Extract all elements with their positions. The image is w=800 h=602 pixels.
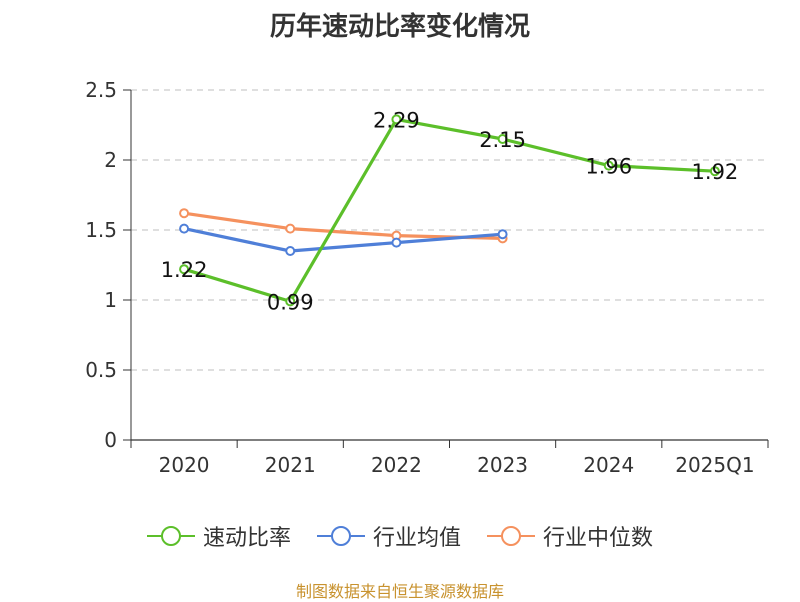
legend-item-industry-median[interactable]: 行业中位数: [487, 520, 653, 552]
y-tick-label: 2: [104, 148, 117, 172]
grid-lines: [131, 89, 768, 371]
data-point: [285, 223, 296, 234]
legend-swatch-quick-ratio: [146, 526, 195, 546]
data-point: [179, 223, 190, 234]
data-point: [391, 114, 402, 125]
x-tick-label: 2021: [265, 453, 316, 477]
y-tick-label: 1.5: [85, 218, 117, 242]
series-line: [183, 211, 503, 240]
data-point: [603, 160, 614, 171]
legend-swatch-industry-mean: [316, 526, 365, 546]
legend-label-industry-median: 行业中位数: [543, 526, 654, 551]
legend-label-industry-mean: 行业均值: [372, 526, 461, 551]
y-tick-label: 1: [104, 288, 117, 312]
series-line: [183, 227, 503, 253]
data-label: 1.22: [161, 258, 208, 282]
data-point: [285, 246, 296, 256]
x-tick-label: 2025Q1: [675, 453, 754, 477]
data-point: [497, 134, 508, 144]
x-tick-label: 2020: [159, 453, 210, 477]
legend-item-quick-ratio[interactable]: 速动比率: [146, 520, 291, 552]
data-point: [179, 208, 190, 219]
legend-item-industry-mean[interactable]: 行业均值: [316, 520, 461, 552]
data-point: [179, 264, 190, 275]
data-label: 0.99: [267, 290, 314, 314]
x-tick-label: 2024: [583, 453, 634, 477]
data-point: [285, 296, 296, 307]
x-tick-label: 2022: [371, 453, 422, 477]
legend-swatch-industry-median: [487, 526, 535, 546]
data-point: [391, 237, 402, 248]
chart-title: 历年速动比率变化情况: [269, 12, 530, 42]
data-label: 2.29: [373, 108, 420, 132]
data-point: [709, 166, 720, 177]
data-label: 1.92: [692, 160, 739, 184]
series-line: [183, 117, 716, 303]
source-note: 制图数据来自恒生聚源数据库: [295, 582, 504, 601]
data-labels: 1.22 0.99 2.29 2.15 1.96 1.92: [161, 108, 739, 314]
y-tick-label: 0.5: [85, 358, 117, 382]
y-tick-label: 0: [104, 428, 117, 452]
x-tick-label: 2023: [477, 453, 528, 477]
data-label: 1.96: [585, 155, 632, 179]
data-point: [497, 229, 508, 240]
axes: 0 0.5 1 1.5 2 2.5 2020 2021 2022 2023 2024 2025Q1: [85, 78, 769, 477]
y-tick-label: 2.5: [85, 78, 117, 102]
series-lines: [179, 114, 720, 307]
data-label: 2.15: [479, 128, 526, 152]
legend-label-quick-ratio: 速动比率: [202, 526, 291, 551]
legend: 速动比率 行业均值 行业中位数: [0, 520, 800, 552]
